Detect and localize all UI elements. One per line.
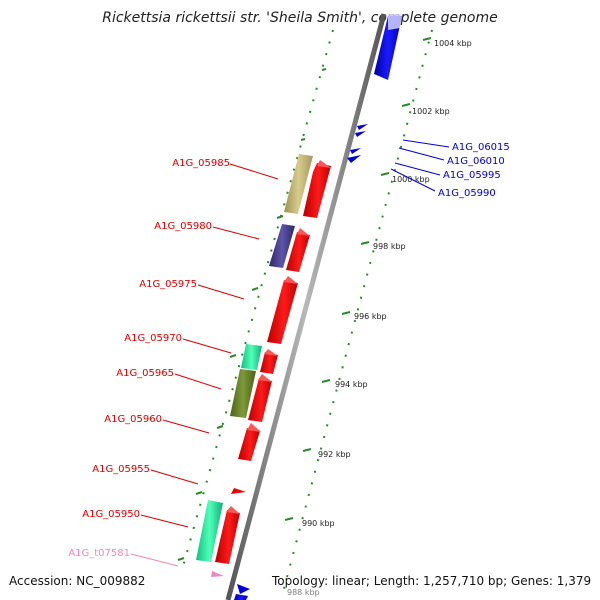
left-strand-genes — [196, 154, 331, 600]
leader-line — [162, 419, 210, 434]
left-dash — [321, 68, 327, 71]
gene-box-A1G_05965[interactable] — [230, 369, 256, 418]
gene-arrow-A1G_t07581[interactable] — [211, 571, 224, 577]
gene-label-A1G_05955[interactable]: A1G_05955 — [92, 464, 150, 475]
left-dashes — [177, 68, 327, 561]
leader-line — [394, 162, 441, 176]
guide-dots-right — [281, 29, 433, 597]
gene-arrow-bottom[interactable] — [237, 584, 250, 594]
gene-arrow-red-A1G_05955[interactable] — [231, 488, 246, 494]
gene-arrow-tip — [226, 506, 240, 514]
leader-line — [402, 139, 450, 148]
left-dash — [177, 557, 185, 561]
leader-line — [140, 514, 189, 528]
gene-arrow-tip — [264, 349, 278, 356]
leader-line — [212, 226, 260, 240]
tick-mark-996 — [341, 311, 351, 315]
leader-line — [174, 373, 222, 390]
gene-label-A1G_06015[interactable]: A1G_06015 — [452, 142, 510, 153]
left-dash — [251, 287, 259, 291]
gene-label-A1G_05950[interactable]: A1G_05950 — [82, 509, 140, 520]
gene-arrow-tip — [258, 374, 272, 382]
tick-label-994: 994 kbp — [335, 380, 368, 389]
right-gene-labels: A1G_06015 A1G_06010 A1G_05995 A1G_05990 — [390, 139, 510, 199]
gene-box-A1G_05985[interactable] — [284, 154, 313, 214]
gene-arrow-red-A1G_05980[interactable] — [286, 232, 310, 272]
leader-line — [197, 284, 245, 300]
gene-label-A1G_05995[interactable]: A1G_05995 — [443, 170, 501, 181]
left-dash — [195, 491, 203, 495]
accession-text: Accession: NC_009882 — [9, 574, 146, 588]
gene-arrow-tip — [247, 423, 261, 432]
tick-mark-990 — [284, 517, 294, 521]
leader-line — [398, 147, 445, 161]
gene-box-A1G_05970[interactable] — [241, 344, 262, 370]
gene-label-A1G_06010[interactable]: A1G_06010 — [447, 156, 505, 167]
tick-mark-998 — [360, 241, 370, 245]
gene-arrow-top-highlight — [388, 14, 402, 30]
gene-arrow-tip — [297, 228, 310, 236]
genome-backbone — [225, 13, 387, 600]
tick-label-1004: 1004 kbp — [434, 39, 472, 48]
tick-mark-1000 — [380, 172, 390, 176]
guide-dots — [181, 29, 433, 597]
left-dash — [216, 425, 224, 429]
gene-arrow-red-A1G_05985[interactable] — [303, 163, 331, 218]
tick-label-1000: 1000 kbp — [392, 175, 430, 184]
leader-line — [130, 553, 179, 567]
gene-box-A1G_05950[interactable] — [196, 500, 223, 562]
gene-label-A1G_05985[interactable]: A1G_05985 — [172, 158, 230, 169]
gene-arrow-A1G_06010[interactable] — [355, 131, 366, 137]
gene-box-A1G_05980[interactable] — [269, 224, 295, 268]
left-dash — [276, 215, 284, 219]
tick-label-996: 996 kbp — [354, 312, 387, 321]
tick-label-1002: 1002 kbp — [412, 107, 450, 116]
gene-arrow-tip — [284, 276, 298, 284]
gene-label-A1G_05990[interactable]: A1G_05990 — [438, 188, 496, 199]
tick-mark-994 — [321, 379, 331, 383]
leader-line — [229, 163, 279, 180]
left-gene-labels: A1G_05985 A1G_05980 A1G_05975 A1G_05970 … — [68, 158, 279, 567]
gene-arrow-red-A1G_05975[interactable] — [267, 280, 298, 344]
scale-ticks: 1004 kbp 1002 kbp 1000 kbp 998 kbp 996 k… — [284, 37, 472, 597]
gene-arrow-A1G_05990[interactable] — [347, 155, 361, 163]
gene-label-A1G_05980[interactable]: A1G_05980 — [154, 221, 212, 232]
gene-label-A1G_t07581[interactable]: A1G_t07581 — [68, 548, 130, 559]
gene-arrow-tip — [317, 160, 331, 168]
gene-arrow-red-A1G_05960[interactable] — [238, 428, 260, 461]
gene-arrow-A1G_06015[interactable] — [357, 124, 368, 130]
gene-arrow-bottom[interactable] — [234, 594, 248, 600]
gene-label-A1G_05975[interactable]: A1G_05975 — [139, 279, 197, 290]
tick-mark-1004 — [422, 37, 432, 41]
gene-arrow-red-A1G_05970[interactable] — [260, 352, 278, 374]
leader-line — [182, 338, 232, 354]
tick-label-998: 998 kbp — [373, 242, 406, 251]
gene-arrow-red-A1G_05950[interactable] — [215, 510, 240, 564]
tick-label-990: 990 kbp — [302, 519, 335, 528]
leader-line — [150, 469, 199, 485]
tick-mark-992 — [302, 448, 312, 452]
tick-label-988: 988 kbp — [287, 588, 320, 597]
leader-line — [390, 168, 436, 192]
gene-label-A1G_05960[interactable]: A1G_05960 — [104, 414, 162, 425]
gene-arrow-red-A1G_05965[interactable] — [248, 378, 272, 422]
left-dash — [229, 354, 237, 358]
gene-arrow-top[interactable] — [374, 16, 402, 80]
tick-mark-1002 — [401, 103, 411, 107]
tick-label-992: 992 kbp — [318, 450, 351, 459]
gene-label-A1G_05970[interactable]: A1G_05970 — [124, 333, 182, 344]
right-strand-genes — [347, 14, 402, 163]
gene-label-A1G_05965[interactable]: A1G_05965 — [116, 368, 174, 379]
topology-text: Topology: linear; Length: 1,257,710 bp; … — [272, 574, 592, 588]
gene-arrow-A1G_05995[interactable] — [350, 148, 361, 154]
left-dash — [300, 138, 306, 141]
